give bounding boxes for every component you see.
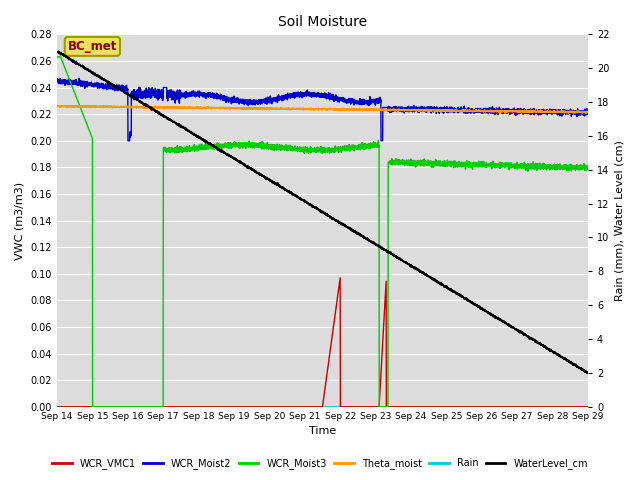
Y-axis label: Rain (mm), Water Level (cm): Rain (mm), Water Level (cm): [615, 140, 625, 301]
Legend: WCR_VMC1, WCR_Moist2, WCR_Moist3, Theta_moist, Rain, WaterLevel_cm: WCR_VMC1, WCR_Moist2, WCR_Moist3, Theta_…: [49, 454, 591, 473]
X-axis label: Time: Time: [309, 426, 336, 436]
Text: BC_met: BC_met: [68, 40, 117, 53]
Title: Soil Moisture: Soil Moisture: [278, 15, 367, 29]
Y-axis label: VWC (m3/m3): VWC (m3/m3): [15, 181, 25, 260]
